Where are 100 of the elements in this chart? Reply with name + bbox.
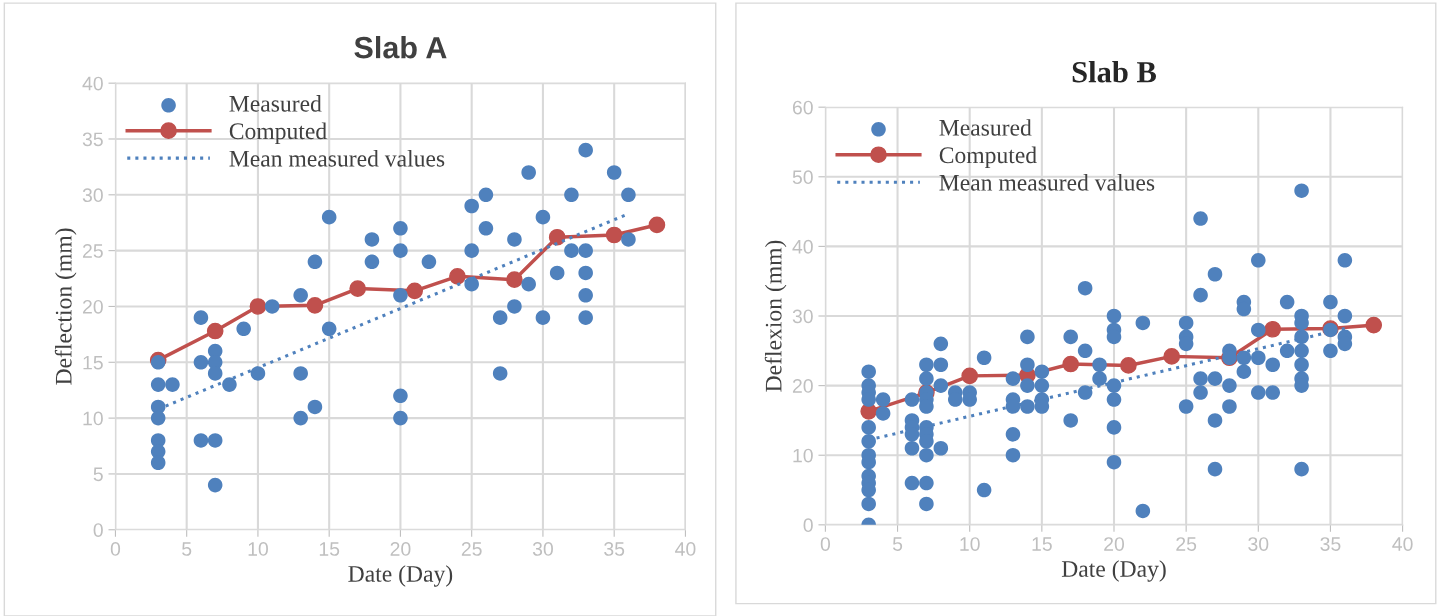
point (250, 366, 266, 381)
x-axis-title: Date (Day) (348, 565, 453, 587)
point (193, 355, 209, 370)
point (478, 187, 494, 203)
point (621, 187, 636, 203)
point (564, 243, 579, 258)
y-tick-label: 20 (82, 299, 103, 314)
point (264, 299, 280, 314)
y-tick-label: 5 (93, 467, 103, 482)
point (293, 288, 308, 303)
point (464, 243, 479, 258)
point (578, 265, 593, 281)
point (393, 243, 408, 258)
x-tick-label: 0 (820, 537, 831, 551)
point (578, 243, 593, 258)
legend-label: Computed (939, 146, 1037, 168)
point (193, 310, 209, 325)
y-tick-label: 0 (803, 518, 813, 533)
point (207, 366, 223, 381)
point (307, 254, 323, 270)
x-tick-label: 40 (675, 542, 696, 556)
point (605, 226, 623, 244)
chart-title: Slab B (1072, 60, 1157, 83)
point (578, 288, 593, 303)
point (249, 298, 267, 315)
x-tick-label: 15 (319, 542, 340, 556)
point (321, 209, 337, 225)
point (478, 221, 494, 236)
y-tick-label: 20 (792, 379, 813, 393)
y-tick-label: 25 (82, 244, 103, 258)
x-tick-label: 10 (960, 537, 980, 551)
point (621, 232, 636, 247)
legend-label: Measured (939, 119, 1032, 136)
point (393, 221, 408, 236)
y-tick-label: 40 (792, 239, 813, 254)
point (521, 276, 536, 292)
point (492, 366, 508, 381)
y-tick-label: 50 (792, 170, 813, 185)
point (507, 299, 522, 314)
point (406, 282, 424, 300)
point (578, 310, 593, 325)
point (364, 254, 380, 270)
point (293, 410, 308, 426)
chart-title: Slab A (354, 36, 447, 59)
x-tick-label: 35 (604, 542, 625, 556)
point (165, 377, 180, 392)
legend-label: Computed (229, 122, 327, 144)
point (364, 232, 380, 247)
point (548, 228, 566, 246)
point (222, 377, 237, 392)
point (449, 267, 466, 285)
y-axis-title: Deflexion (mm) (764, 240, 787, 392)
legend-label: Mean measured values (939, 174, 1155, 191)
point (150, 410, 166, 426)
x-tick-label: 15 (1032, 537, 1052, 551)
y-tick-label: 15 (83, 355, 103, 370)
y-tick-label: 30 (82, 188, 103, 203)
point (648, 216, 666, 234)
point (606, 165, 622, 180)
y-tick-label: 0 (93, 523, 103, 537)
point (1163, 348, 1181, 365)
legend-label: Mean measured values (229, 150, 445, 167)
x-tick-label: 30 (1248, 537, 1269, 551)
point (193, 433, 209, 448)
x-tick-label: 40 (1392, 537, 1413, 551)
y-tick-label: 10 (793, 448, 813, 463)
point (464, 276, 479, 292)
x-tick-label: 30 (532, 542, 553, 556)
point (549, 265, 565, 281)
point (321, 321, 337, 337)
point (349, 280, 367, 297)
y-tick-label: 40 (82, 76, 103, 91)
x-tick-label: 25 (461, 542, 482, 556)
point (150, 455, 166, 471)
point (150, 377, 166, 392)
x-tick-label: 20 (1104, 537, 1125, 551)
point (521, 165, 536, 180)
point (464, 198, 479, 214)
point (393, 410, 408, 426)
point (236, 321, 251, 337)
point (507, 232, 522, 247)
point (506, 271, 523, 288)
y-axis-title: Deflection (mm) (54, 228, 77, 385)
point (207, 477, 223, 493)
x-tick-label: 20 (390, 542, 411, 556)
x-tick-label: 0 (110, 542, 121, 556)
point (578, 142, 593, 158)
y-tick-label: 30 (792, 309, 813, 324)
x-axis-title: Date (Day) (1061, 560, 1166, 582)
point (150, 355, 166, 370)
x-tick-label: 25 (1176, 537, 1197, 551)
point (535, 310, 551, 325)
point (306, 297, 324, 314)
point (961, 367, 979, 385)
point (206, 322, 224, 340)
point (393, 288, 408, 303)
y-tick-label: 10 (83, 411, 103, 426)
x-tick-label: 5 (182, 542, 192, 556)
point (1062, 355, 1080, 373)
point (1365, 316, 1383, 334)
